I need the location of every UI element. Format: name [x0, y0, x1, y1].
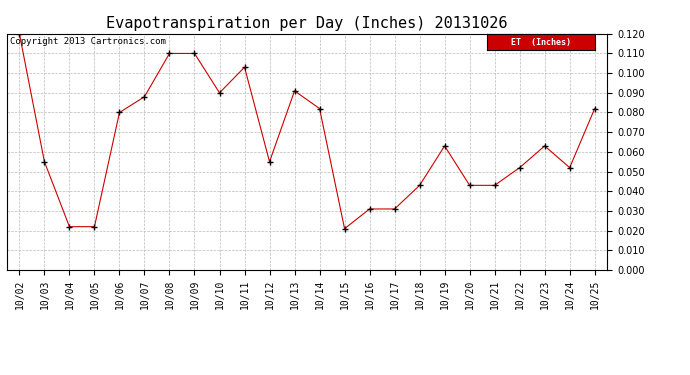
Text: Copyright 2013 Cartronics.com: Copyright 2013 Cartronics.com: [10, 37, 166, 46]
Title: Evapotranspiration per Day (Inches) 20131026: Evapotranspiration per Day (Inches) 2013…: [106, 16, 508, 31]
